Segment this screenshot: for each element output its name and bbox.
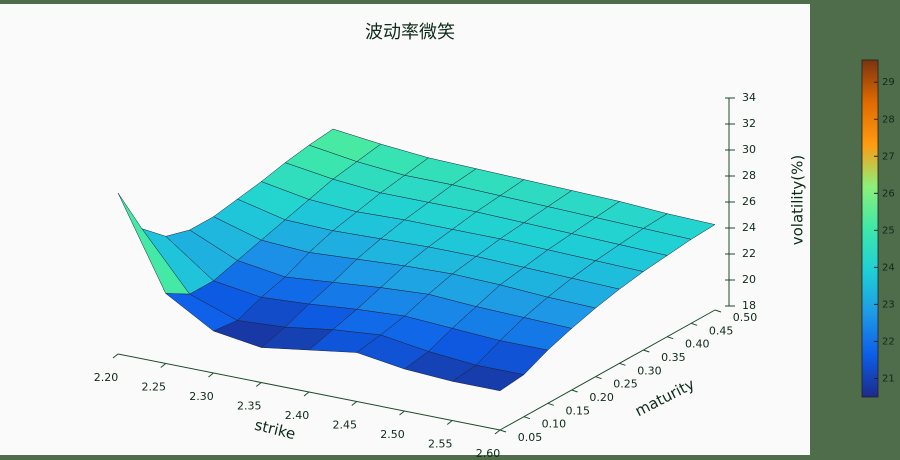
y-tick-label: 0.35 <box>661 351 686 364</box>
y-tick-label: 0.15 <box>566 404 591 417</box>
z-tick-label: 30 <box>742 143 756 156</box>
y-tick-label: 0.25 <box>613 378 638 391</box>
z-tick-label: 20 <box>742 273 756 286</box>
y-axis <box>499 309 716 431</box>
colorbar-tick-label: 29 <box>882 77 895 88</box>
z-tick-label: 34 <box>742 91 756 104</box>
x-tick <box>494 429 501 435</box>
z-tick-label: 22 <box>742 247 756 260</box>
colorbar-tick-label: 28 <box>882 114 895 125</box>
x-tick <box>446 420 453 425</box>
x-tick-label: 2.35 <box>237 400 262 413</box>
y-tick <box>571 389 578 393</box>
y-tick-label: 0.40 <box>685 338 710 351</box>
x-tick-label: 2.25 <box>142 381 167 394</box>
z-tick-label: 32 <box>742 117 756 130</box>
y-tick <box>690 322 698 326</box>
z-tick-label: 18 <box>742 299 756 312</box>
y-tick <box>595 376 602 380</box>
x-tick-label: 2.45 <box>333 419 358 432</box>
y-tick-label: 0.45 <box>709 324 734 337</box>
x-tick-label: 2.20 <box>94 371 119 384</box>
x-tick-label: 2.60 <box>476 447 501 460</box>
colorbar-tick-label: 21 <box>882 373 895 384</box>
x-tick-label: 2.40 <box>285 409 310 422</box>
y-tick <box>547 402 554 406</box>
colorbar-tick-label: 23 <box>882 299 895 310</box>
x-tick-label: 2.30 <box>189 390 214 403</box>
x-tick <box>399 410 405 416</box>
colorbar-tick-label: 22 <box>882 336 895 347</box>
y-tick-label: 0.05 <box>518 431 543 444</box>
y-tick <box>667 336 674 340</box>
x-tick-label: 2.50 <box>380 428 405 441</box>
y-tick <box>643 349 650 353</box>
z-tick-label: 28 <box>742 169 756 182</box>
z-tick-label: 26 <box>742 195 756 208</box>
surface <box>117 128 716 392</box>
x-tick <box>351 401 358 406</box>
x-tick <box>112 353 119 359</box>
x-tick <box>255 382 262 387</box>
colorbar-tick-label: 27 <box>882 151 895 162</box>
x-tick <box>160 363 167 368</box>
colorbar-tick-label: 24 <box>882 262 895 273</box>
x-tick <box>303 391 310 397</box>
z-tick-label: 24 <box>742 221 756 234</box>
y-tick <box>523 416 531 420</box>
chart-title: 波动率微笑 <box>365 22 455 43</box>
colorbar-tick-label: 25 <box>882 225 895 236</box>
colorbar <box>861 59 879 398</box>
colorbar-tick-label: 26 <box>882 188 895 199</box>
y-tick <box>714 309 722 313</box>
y-tick-label: 0.20 <box>589 391 614 404</box>
y-tick <box>619 362 626 366</box>
surface-cell <box>452 364 525 392</box>
z-axis-label: volatility(%) <box>789 155 807 246</box>
y-tick-label: 0.50 <box>733 311 758 324</box>
y-tick-label: 0.10 <box>542 418 567 431</box>
y-tick <box>499 429 507 433</box>
y-tick-label: 0.30 <box>637 364 662 377</box>
x-tick <box>208 372 214 378</box>
x-tick-label: 2.55 <box>428 438 453 451</box>
